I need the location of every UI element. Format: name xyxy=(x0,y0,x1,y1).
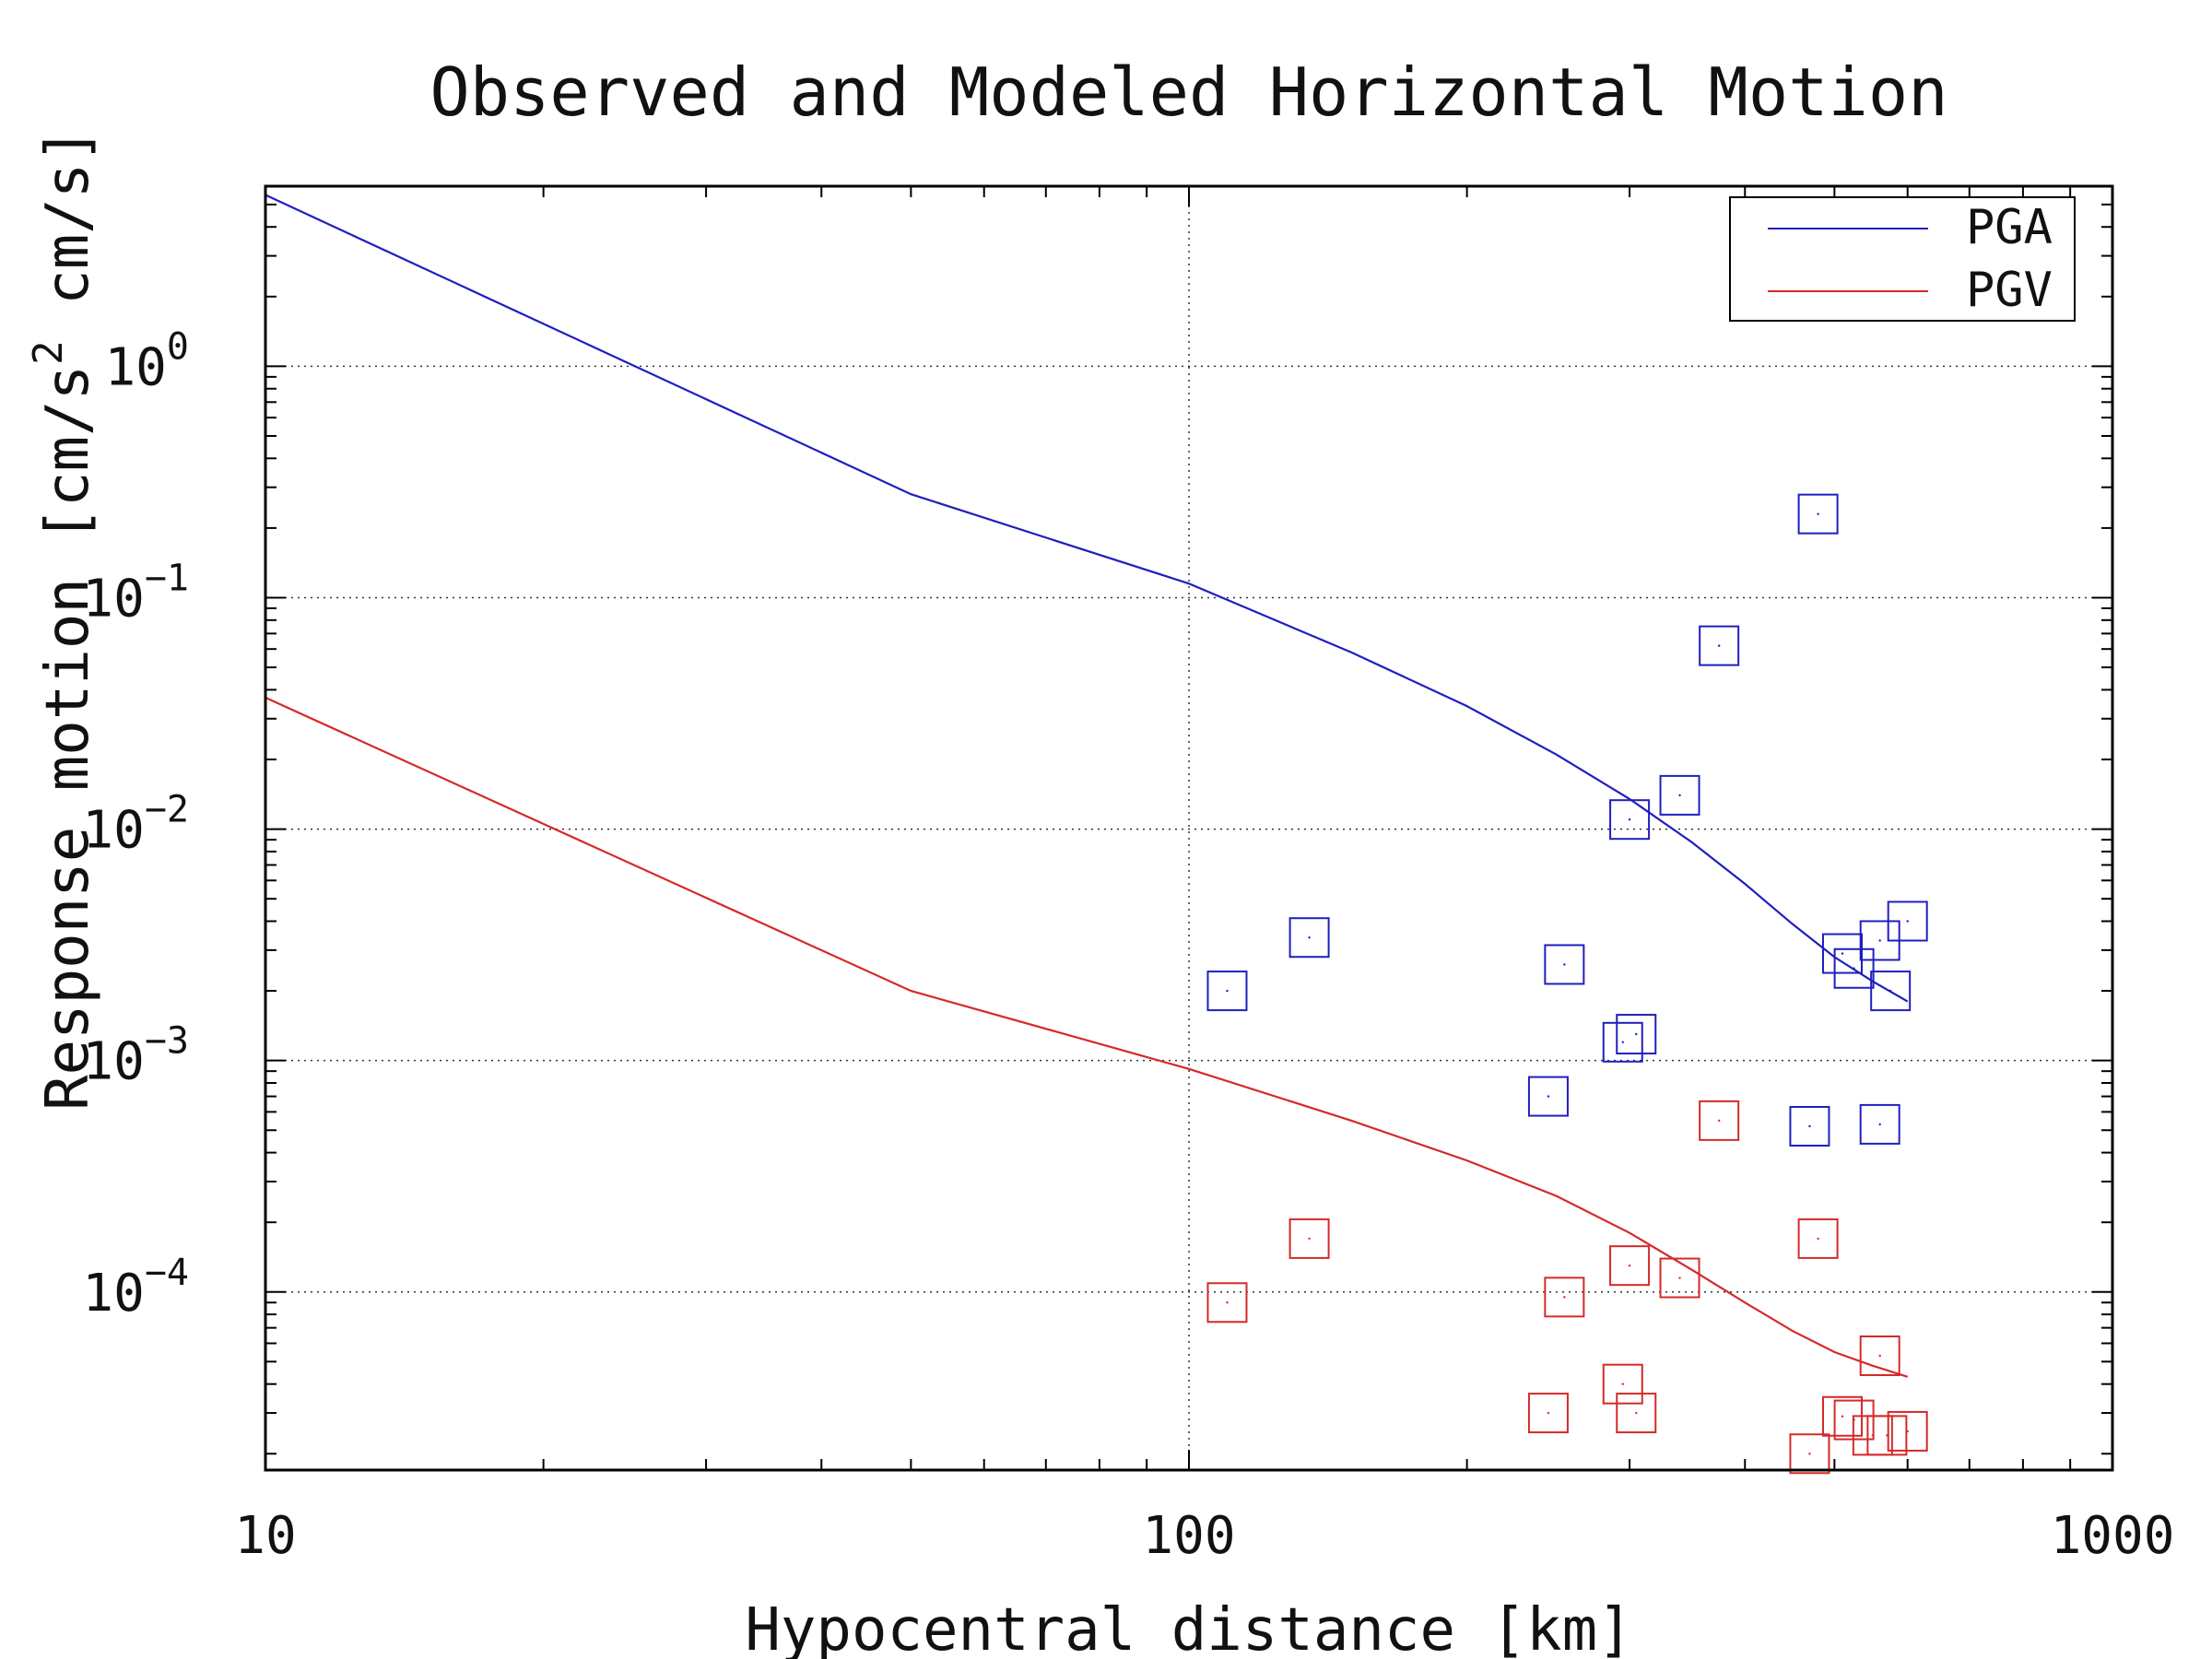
marker-pgv-observed xyxy=(1544,1277,1585,1318)
y-tick-label-exponent: 0 xyxy=(167,325,189,368)
y-tick-label-base: 10 xyxy=(82,569,144,629)
y-axis-label: Response motion [cm/s2 cm/s] xyxy=(25,127,102,1111)
marker-center-pgv-observed xyxy=(1547,1411,1550,1415)
legend-label-pgv: PGV xyxy=(1966,263,2053,318)
y-tick-label-exponent: −1 xyxy=(145,557,189,599)
grid-layer xyxy=(265,186,2112,1470)
chart-title: Observed and Modeled Horizontal Motion xyxy=(429,53,1947,131)
marker-center-pga-observed xyxy=(1563,963,1566,966)
marker-center-pga-observed xyxy=(1853,967,1855,970)
marker-pgv-observed xyxy=(1797,1218,1839,1259)
marker-center-pga-observed xyxy=(1621,1041,1624,1043)
marker-pgv-observed xyxy=(1616,1393,1657,1434)
y-tick-label: 10−2 xyxy=(82,789,189,861)
y-tick-label-base: 10 xyxy=(104,337,166,397)
marker-center-pgv-observed xyxy=(1678,1277,1681,1279)
y-tick-label-base: 10 xyxy=(82,1264,144,1324)
marker-center-pga-observed xyxy=(1308,936,1311,939)
marker-center-pgv-observed xyxy=(1808,1453,1811,1455)
marker-pga-observed xyxy=(1859,1103,1900,1145)
marker-pgv-observed xyxy=(1288,1218,1330,1259)
marker-pga-observed xyxy=(1870,971,1912,1012)
marker-pgv-observed xyxy=(1699,1100,1740,1141)
marker-center-pga-observed xyxy=(1635,1032,1638,1036)
x-tick-labels: 10 100 1000 xyxy=(234,1506,2174,1566)
marker-center-pgv-observed xyxy=(1628,1264,1631,1267)
marker-center-pga-observed xyxy=(1226,989,1229,993)
marker-center-pga-observed xyxy=(1717,644,1721,647)
y-tick-label-exponent: −3 xyxy=(145,1020,189,1063)
legend: PGA PGV xyxy=(1729,196,2076,322)
marker-pga-observed xyxy=(1699,625,1740,666)
y-axis-label-suffix: cm/s] xyxy=(34,127,102,340)
marker-pga-observed xyxy=(1602,1021,1643,1063)
y-tick-label-base: 10 xyxy=(82,801,144,861)
marker-center-pgv-observed xyxy=(1717,1119,1721,1123)
marker-center-pga-observed xyxy=(1878,1123,1881,1126)
marker-pga-observed xyxy=(1288,917,1330,959)
marker-pga-observed xyxy=(1789,1105,1830,1147)
marker-pgv-observed xyxy=(1659,1257,1700,1299)
marker-pga-observed xyxy=(1527,1076,1569,1117)
marker-pgv-observed xyxy=(1887,1410,1928,1452)
x-tick-label: 1000 xyxy=(2051,1506,2175,1566)
marker-center-pga-observed xyxy=(1628,818,1631,821)
legend-label-pga: PGA xyxy=(1966,200,2053,255)
marker-center-pga-observed xyxy=(1808,1124,1811,1128)
y-axis-label-prefix: Response motion [cm/s xyxy=(34,365,102,1111)
marker-pga-observed xyxy=(1659,774,1700,816)
plot-frame xyxy=(264,184,2114,1472)
y-tick-label: 10−4 xyxy=(82,1252,189,1324)
x-tick-label: 100 xyxy=(1142,1506,1235,1566)
marker-pga-observed xyxy=(1616,1014,1657,1055)
y-tick-label-base: 10 xyxy=(82,1032,144,1092)
marker-center-pga-observed xyxy=(1678,794,1681,797)
marker-center-pga-observed xyxy=(1547,1095,1550,1098)
y-tick-label: 10−1 xyxy=(82,557,189,629)
marker-pga-observed xyxy=(1887,900,1928,942)
marker-center-pgv-observed xyxy=(1621,1382,1624,1385)
marker-center-pgv-observed xyxy=(1635,1411,1638,1415)
x-axis-label: Hypocentral distance [km] xyxy=(745,1596,1632,1659)
marker-center-pgv-observed xyxy=(1878,1354,1881,1358)
y-axis-label-superscript: 2 xyxy=(25,340,72,365)
x-tick-label: 10 xyxy=(234,1506,296,1566)
marker-center-pgv-observed xyxy=(1226,1301,1229,1304)
series-line-pgv xyxy=(265,696,1909,1378)
marker-center-pga-observed xyxy=(1888,989,1892,993)
marker-center-pga-observed xyxy=(1906,920,1909,923)
marker-layer xyxy=(1206,493,1928,1475)
legend-box xyxy=(1729,196,2076,322)
marker-pgv-observed xyxy=(1527,1393,1569,1434)
y-tick-label: 10−3 xyxy=(82,1020,189,1092)
marker-pgv-observed xyxy=(1206,1282,1248,1324)
marker-center-pgv-observed xyxy=(1563,1296,1566,1299)
marker-pga-observed xyxy=(1797,493,1839,535)
marker-center-pga-observed xyxy=(1841,952,1844,955)
marker-pga-observed xyxy=(1821,933,1863,974)
marker-center-pgv-observed xyxy=(1817,1237,1819,1241)
marker-center-pga-observed xyxy=(1817,512,1819,515)
y-tick-label-exponent: −4 xyxy=(145,1252,189,1294)
marker-pga-observed xyxy=(1609,799,1651,841)
y-tick-label-exponent: −2 xyxy=(145,789,189,831)
marker-center-pgv-observed xyxy=(1871,1434,1875,1437)
marker-pga-observed xyxy=(1544,944,1585,985)
marker-pgv-observed xyxy=(1609,1245,1651,1287)
marker-center-pgv-observed xyxy=(1906,1430,1909,1433)
y-tick-label: 100 xyxy=(104,325,189,397)
marker-center-pga-observed xyxy=(1878,939,1881,942)
marker-pga-observed xyxy=(1206,971,1248,1012)
marker-center-pgv-observed xyxy=(1308,1237,1311,1241)
marker-pgv-observed xyxy=(1866,1415,1908,1456)
marker-pgv-observed xyxy=(1789,1433,1830,1475)
marker-pga-observed xyxy=(1833,947,1875,989)
marker-pgv-observed xyxy=(1602,1363,1643,1405)
marker-center-pgv-observed xyxy=(1841,1415,1844,1418)
marker-pgv-observed xyxy=(1859,1335,1900,1377)
